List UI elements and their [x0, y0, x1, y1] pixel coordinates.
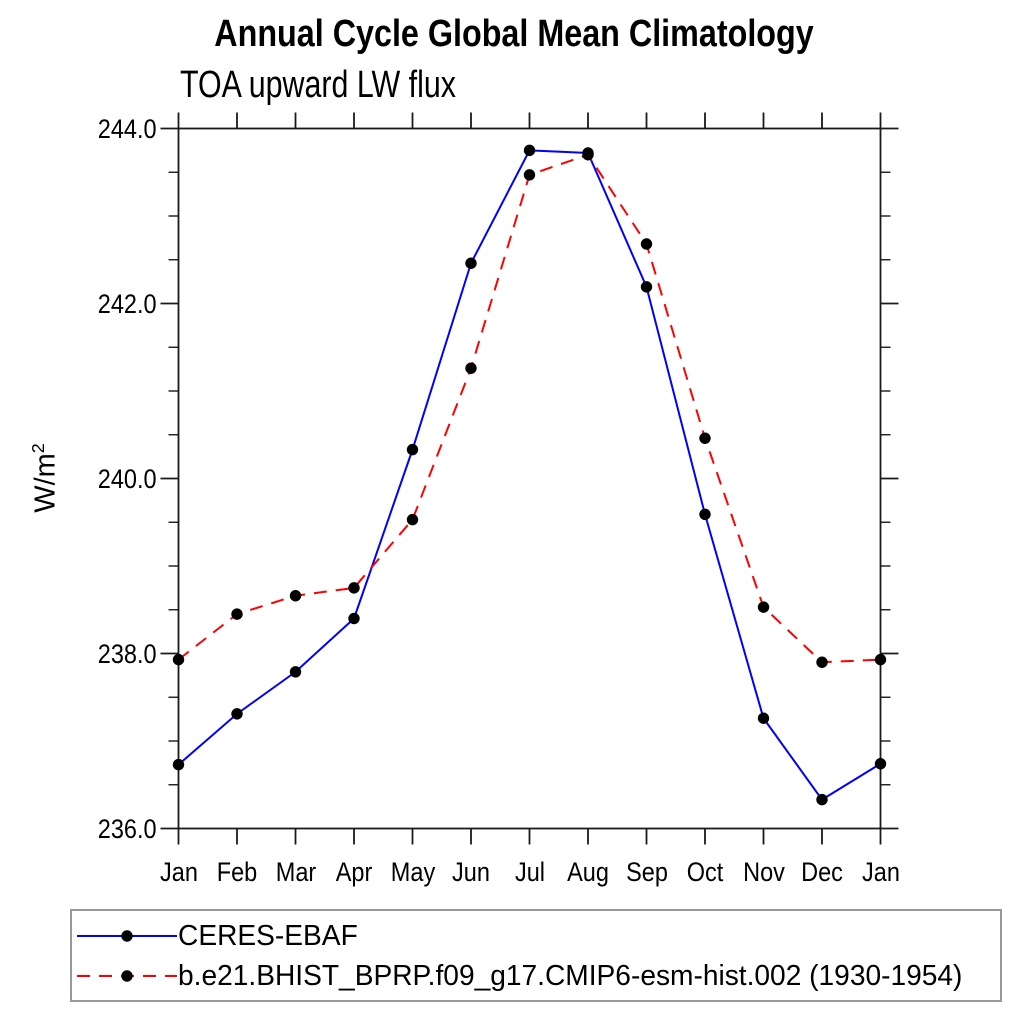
data-point-marker	[289, 590, 302, 602]
x-tick-label: May	[390, 857, 435, 887]
data-point-marker	[816, 793, 828, 806]
data-point-marker	[172, 758, 185, 771]
data-point-marker	[465, 362, 477, 374]
data-point-marker	[757, 712, 770, 724]
data-point-marker	[640, 281, 653, 293]
x-tick-label: Dec	[801, 857, 843, 887]
y-tick-label: 242.0	[98, 288, 157, 319]
x-tick-label: Oct	[686, 857, 724, 887]
data-point-marker	[640, 238, 653, 250]
y-tick-label: 240.0	[98, 463, 157, 494]
chart-title: Annual Cycle Global Mean Climatology	[214, 13, 814, 55]
y-tick-label: 236.0	[98, 813, 157, 844]
data-point-marker	[523, 169, 536, 181]
data-point-marker	[523, 144, 536, 157]
legend-label-model: b.e21.BHIST_BPRP.f09_g17.CMIP6-esm-hist.…	[178, 960, 963, 992]
data-point-marker	[289, 666, 302, 678]
legend-marker-dot	[121, 970, 133, 982]
legend: CERES-EBAF b.e21.BHIST_BPRP.f09_g17.CMIP…	[70, 909, 1002, 1002]
chart-subtitle: TOA upward LW flux	[180, 64, 456, 106]
x-tick-label: Jun	[452, 857, 490, 887]
data-point-marker	[406, 443, 419, 456]
data-point-marker	[406, 513, 419, 526]
x-tick-label: Aug	[567, 857, 609, 887]
y-tick-label: 244.0	[98, 113, 157, 144]
data-point-marker	[348, 582, 360, 594]
x-tick-label: Apr	[335, 857, 373, 887]
data-point-marker	[172, 653, 185, 666]
legend-label-ceres: CERES-EBAF	[178, 920, 358, 952]
y-tick-label: 238.0	[98, 638, 157, 669]
x-tick-label: Mar	[275, 857, 316, 887]
data-point-marker	[874, 758, 887, 770]
data-point-marker	[874, 653, 887, 666]
legend-marker-dot	[121, 930, 133, 942]
data-point-marker	[231, 708, 243, 720]
legend-sample-line-model	[77, 970, 177, 982]
x-tick-label: Sep	[625, 857, 668, 887]
data-point-marker	[816, 656, 828, 668]
x-tick-label: Jan	[159, 857, 198, 887]
data-point-marker	[757, 601, 770, 613]
x-tick-label: Jul	[514, 857, 545, 887]
data-point-marker	[699, 432, 711, 444]
series-line-0	[177, 149, 882, 801]
data-point-marker	[465, 257, 477, 269]
x-tick-label: Feb	[216, 857, 258, 887]
x-tick-label: Nov	[742, 857, 785, 887]
data-point-marker	[699, 508, 711, 521]
legend-sample-line-ceres	[77, 930, 177, 942]
axis-frame	[177, 127, 882, 830]
series-line-1	[177, 153, 881, 664]
x-tick-label: Jan	[861, 857, 900, 887]
data-point-marker	[582, 149, 594, 161]
data-point-marker	[348, 612, 360, 625]
data-point-marker	[231, 608, 243, 620]
